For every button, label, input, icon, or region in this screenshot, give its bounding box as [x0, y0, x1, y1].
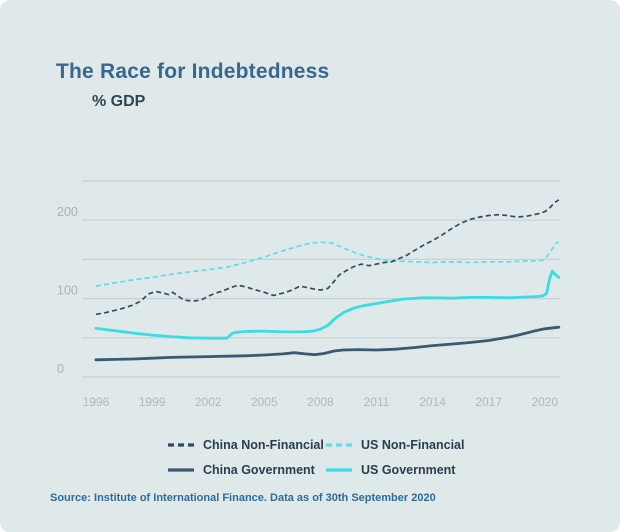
legend-item-china-government: China Government: [168, 462, 326, 477]
x-axis-tick-label: 2017: [475, 395, 502, 409]
x-axis-tick-label: 2005: [251, 395, 278, 409]
dashed-line-swatch-icon: [326, 442, 352, 447]
y-axis-unit-label: % GDP: [92, 93, 146, 110]
solid-line-swatch-icon: [168, 467, 194, 472]
line-chart: 0 100 200 1996 1999 2002 2005 2008 2011 2014 2017 2…: [57, 180, 561, 409]
legend-label: China Government: [203, 462, 315, 477]
series-line-us-non-financial: [95, 241, 560, 287]
x-axis-tick-label: 2011: [364, 395, 390, 409]
x-axis-tick-label: 2014: [419, 395, 446, 409]
page-title: The Race for Indebtedness: [56, 60, 330, 83]
series-line-china-government: [94, 325, 561, 362]
source-note: Source: Institute of International Finan…: [50, 492, 436, 504]
x-axis-tick-label: 2002: [195, 395, 222, 409]
y-axis-tick-label: 100: [57, 284, 78, 298]
legend-item-us-government: US Government: [326, 462, 464, 477]
x-axis-tick-label: 1996: [83, 395, 110, 409]
x-axis-tick-label: 2008: [307, 395, 334, 409]
x-axis-tick-label: 1999: [139, 395, 166, 409]
legend-label: US Government: [361, 462, 456, 477]
dashed-line-swatch-icon: [168, 442, 194, 447]
legend-item-china-non-financial: China Non-Financial: [168, 437, 326, 452]
legend-label: US Non-Financial: [361, 437, 465, 452]
x-axis-tick-label: 2020: [531, 395, 558, 409]
solid-line-swatch-icon: [326, 467, 352, 472]
legend-item-us-non-financial: US Non-Financial: [326, 437, 464, 452]
series-line-us-government: [94, 269, 561, 340]
legend-label: China Non-Financial: [203, 437, 324, 452]
y-axis-tick-label: 0: [57, 362, 64, 376]
series-line-china-non-financial: [95, 199, 560, 316]
y-axis-tick-label: 200: [57, 205, 78, 219]
chart-legend: China Non-Financial US Non-Financial China…: [168, 437, 464, 477]
